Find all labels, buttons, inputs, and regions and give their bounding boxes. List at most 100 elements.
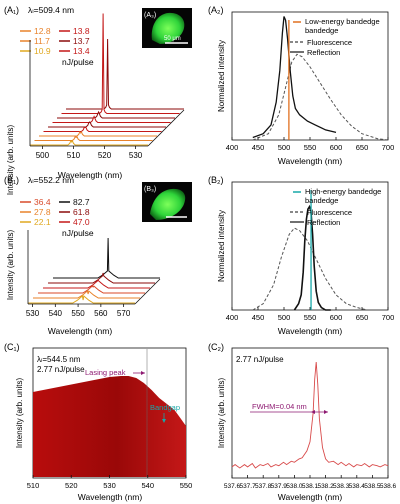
series-fluorescence (252, 227, 368, 311)
legend-unit-a1: nJ/pulse (62, 57, 94, 67)
panel-label-c1: (C₁) (4, 342, 20, 352)
annotation-bandgap: Bandgap (150, 403, 180, 412)
x-tick-label: 400 (226, 143, 239, 152)
x-tick-label: 537.8 (255, 483, 272, 490)
energy-label-c2: 2.77 nJ/pulse (236, 355, 284, 364)
x-axis-a1: 500 510 520 530 (29, 40, 185, 160)
x-tick-label: 450 (252, 143, 265, 152)
x-tick-label: 510 (67, 151, 81, 160)
legend-label-a2-1: Low-energy bandedge (305, 17, 380, 26)
legend-value-b1-2: 27.8 (34, 207, 51, 217)
energy-label-c1: 2.77 nJ/pulse (37, 365, 85, 374)
legend-value-a1-5: 13.7 (73, 36, 90, 46)
legend-value-b1-1: 36.4 (34, 197, 51, 207)
legend-value-b1-3: 22.1 (34, 217, 51, 227)
x-tick-label: 538.1 (302, 483, 319, 490)
series-reflection (252, 16, 337, 139)
inset-image-a3: (A₃) 50 μm (142, 8, 192, 48)
x-tick-label: 537.6 (224, 483, 241, 490)
x-tick-label: 400 (226, 313, 239, 322)
depth-axis-line (134, 278, 161, 305)
series-spectrum (61, 13, 180, 114)
panel-b1: (B₁) λₗ=552.2 nm 36.4 27.8 22.1 82.7 61.… (4, 175, 192, 336)
legend-label-a2-2: Fluorescence (307, 38, 352, 47)
plot-area-c2 (231, 361, 389, 469)
series-spectrum (66, 38, 184, 110)
x-axis-b1: 530 540 550 560 570 (26, 230, 161, 318)
x-tick-label: 600 (330, 143, 343, 152)
lambda-label-a1: λₗ=509.4 nm (28, 5, 74, 15)
x-tick-label: 500 (278, 313, 291, 322)
x-tick-label: 550 (71, 309, 85, 318)
series-spectrum (48, 272, 155, 284)
inset-label-a3: (A₃) (144, 12, 156, 19)
xlabel-c2: Wavelength (nm) (278, 492, 343, 502)
x-tick-label: 560 (94, 309, 108, 318)
x-axis-c2: 537.6 537.7 537.8 537.9 538.0 538.1 538.2 538.3… (224, 475, 397, 490)
legend-label-a2-3: Reflection (307, 48, 340, 57)
x-axis-b2: 400 450 500 550 600 650 700 (226, 307, 395, 322)
series-reflection (293, 204, 331, 311)
inset-image-b3: (B₃) (142, 182, 192, 222)
ylabel-b1: Intensity (arb. units) (6, 230, 15, 301)
annotation-lasing-peak: Lasing peak (85, 368, 126, 377)
panel-label-b1: (B₁) (4, 175, 19, 185)
legend-value-a1-3: 10.9 (34, 46, 51, 56)
legend-value-a1-4: 13.8 (73, 26, 90, 36)
x-tick-label: 538.4 (349, 483, 366, 490)
lambda-label-c1: λₗ=544.5 nm (37, 355, 81, 364)
x-axis-c1: 510 520 530 540 550 (27, 475, 193, 490)
x-tick-label: 650 (356, 143, 369, 152)
ylabel-a1: Intensity (arb. units) (6, 125, 15, 196)
legend-value-a1-2: 11.7 (34, 36, 50, 46)
x-tick-label: 538.6 (380, 483, 397, 490)
x-tick-label: 500 (278, 143, 291, 152)
annotation-fwhm: FWHM=0.04 nm (252, 402, 307, 411)
x-axis-a2: 400 450 500 550 600 650 700 (226, 137, 394, 152)
ylabel-c1: Intensity (arb. units) (15, 378, 24, 449)
legend-unit-b1: nJ/pulse (62, 228, 94, 238)
x-tick-label: 550 (180, 481, 193, 490)
legend-label-b2-1: High-energy bandedge (305, 187, 381, 196)
legend-b2: High-energy bandedge bandedge Fluorescen… (290, 187, 381, 227)
series-spectrum (231, 361, 389, 469)
legend-value-b1-5: 61.8 (73, 207, 90, 217)
fwhm-arrowhead-right (324, 410, 328, 414)
panel-c2: (C₂) 2.77 nJ/pulse Intensity (arb. units… (208, 342, 397, 502)
panel-a2: (A₂) Normalized intensity 400 450 500 550 60… (208, 5, 394, 166)
ylabel-a2: Normalized intensity (217, 40, 226, 112)
ylabel-b2: Normalized intensity (217, 210, 226, 282)
panel-b2: (B₂) Normalized intensity 400 450 500 550 60… (208, 175, 394, 336)
spectrum-area-c1 (33, 376, 186, 477)
x-tick-label: 530 (26, 309, 40, 318)
scale-bar-label-a3: 50 μm (164, 36, 181, 42)
x-tick-label: 538.5 (364, 483, 381, 490)
inset-label-b3: (B₃) (144, 186, 156, 193)
panel-label-a2: (A₂) (208, 5, 224, 15)
series-spectrum (38, 285, 145, 294)
legend-label-b2-3: Reflection (307, 218, 340, 227)
x-tick-label: 450 (252, 313, 265, 322)
x-tick-label: 538.3 (333, 483, 350, 490)
plot-area-b2 (252, 190, 368, 311)
x-tick-label: 538.2 (317, 483, 334, 490)
legend-label-b2-1b: bandedge (305, 196, 338, 205)
x-tick-label: 537.7 (239, 483, 256, 490)
x-tick-label: 537.9 (271, 483, 288, 490)
arrowhead-lasing-peak (141, 371, 145, 375)
panel-label-a1: (A₁) (4, 5, 19, 15)
xlabel-b2: Wavelength (nm) (278, 326, 343, 336)
legend-b1: 36.4 27.8 22.1 82.7 61.8 47.0 nJ/pulse (20, 197, 94, 238)
x-tick-label: 510 (27, 481, 40, 490)
xlabel-a2: Wavelength (nm) (278, 156, 343, 166)
depth-axis-line (147, 109, 185, 147)
x-tick-label: 540 (141, 481, 154, 490)
lambda-label-b1: λₗ=552.2 nm (28, 175, 74, 185)
series-spectrum (43, 127, 162, 132)
x-tick-label: 530 (129, 151, 143, 160)
legend-a1: 12.8 11.7 10.9 13.8 13.7 13.4 nJ/pulse (20, 26, 94, 67)
series-spectrum (28, 295, 135, 304)
x-tick-label: 700 (382, 313, 395, 322)
xlabel-a1: Wavelength (nm) (58, 170, 123, 180)
series-spectrum (39, 131, 157, 137)
